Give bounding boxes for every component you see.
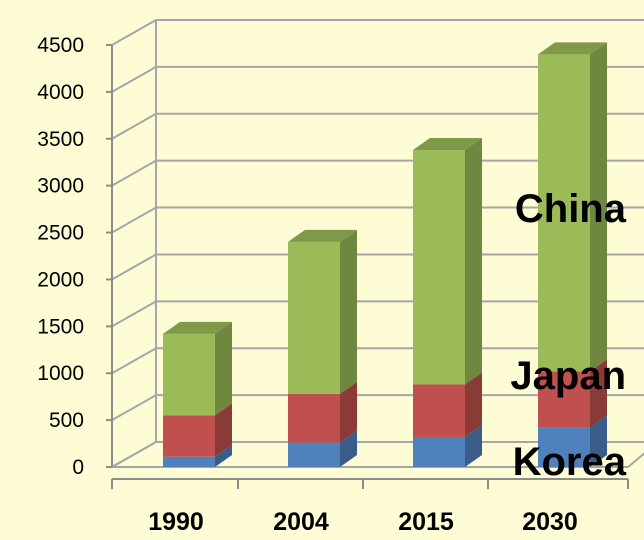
bar-segment-china bbox=[413, 150, 465, 385]
series-label-japan: Japan bbox=[510, 354, 626, 398]
y-tick-label: 0 bbox=[72, 456, 84, 479]
bar-side-korea bbox=[215, 444, 232, 467]
bar-side-korea bbox=[590, 415, 607, 467]
bar-side-japan bbox=[465, 372, 482, 437]
bar-top-china bbox=[538, 42, 607, 55]
bar-segment-japan bbox=[288, 393, 340, 443]
gridline-diagonal bbox=[111, 206, 157, 234]
series-label-china: China bbox=[515, 187, 627, 231]
y-tick-label: 500 bbox=[49, 409, 84, 432]
gridline-diagonal bbox=[111, 159, 157, 187]
y-tick-label: 4500 bbox=[37, 34, 84, 57]
bar-segment-korea bbox=[538, 427, 590, 467]
x-category-label: 2004 bbox=[273, 508, 329, 536]
y-tick-label: 1500 bbox=[37, 315, 84, 338]
bar-side-japan bbox=[340, 381, 357, 443]
gridline-diagonal bbox=[111, 66, 157, 93]
gridline-diagonal bbox=[111, 347, 157, 375]
x-category-label: 2015 bbox=[398, 508, 454, 536]
bar-top-china bbox=[288, 229, 357, 242]
bar-segment-japan bbox=[413, 384, 465, 437]
bar-segment-japan bbox=[163, 415, 215, 457]
y-tick-label: 2500 bbox=[37, 222, 84, 245]
series-label-korea: Korea bbox=[513, 440, 627, 484]
bar-side-china bbox=[340, 229, 357, 394]
bar-top-china bbox=[413, 138, 482, 151]
bar-side-japan bbox=[215, 403, 232, 457]
bar-segment-china bbox=[163, 333, 215, 416]
y-tick-label: 2000 bbox=[37, 268, 84, 291]
bar-segment-china bbox=[288, 241, 340, 394]
gridline-diagonal bbox=[111, 112, 157, 140]
bar-side-korea bbox=[465, 424, 482, 467]
bar-side-china bbox=[590, 42, 607, 372]
gridline-diagonal bbox=[111, 394, 157, 421]
gridline-diagonal bbox=[111, 300, 157, 328]
y-tick-label: 4000 bbox=[37, 81, 84, 104]
bar-segment-japan bbox=[538, 371, 590, 428]
bar-side-china bbox=[215, 321, 232, 416]
bar-segment-korea bbox=[413, 436, 465, 467]
bar-side-korea bbox=[340, 430, 357, 467]
y-tick-label: 1000 bbox=[37, 362, 84, 385]
bar-side-japan bbox=[590, 359, 607, 428]
x-category-label: 2030 bbox=[522, 508, 578, 536]
y-tick-label: 3500 bbox=[37, 128, 84, 151]
bar-side-china bbox=[465, 138, 482, 385]
bar-top-china bbox=[163, 321, 232, 334]
gridline-diagonal bbox=[111, 19, 157, 46]
y-tick-label: 3000 bbox=[37, 175, 84, 198]
gridline-diagonal bbox=[111, 253, 157, 281]
x-category-label: 1990 bbox=[148, 508, 204, 536]
bar-segment-china bbox=[538, 54, 590, 372]
bar-segment-korea bbox=[288, 442, 340, 467]
bar-segment-korea bbox=[163, 456, 215, 467]
